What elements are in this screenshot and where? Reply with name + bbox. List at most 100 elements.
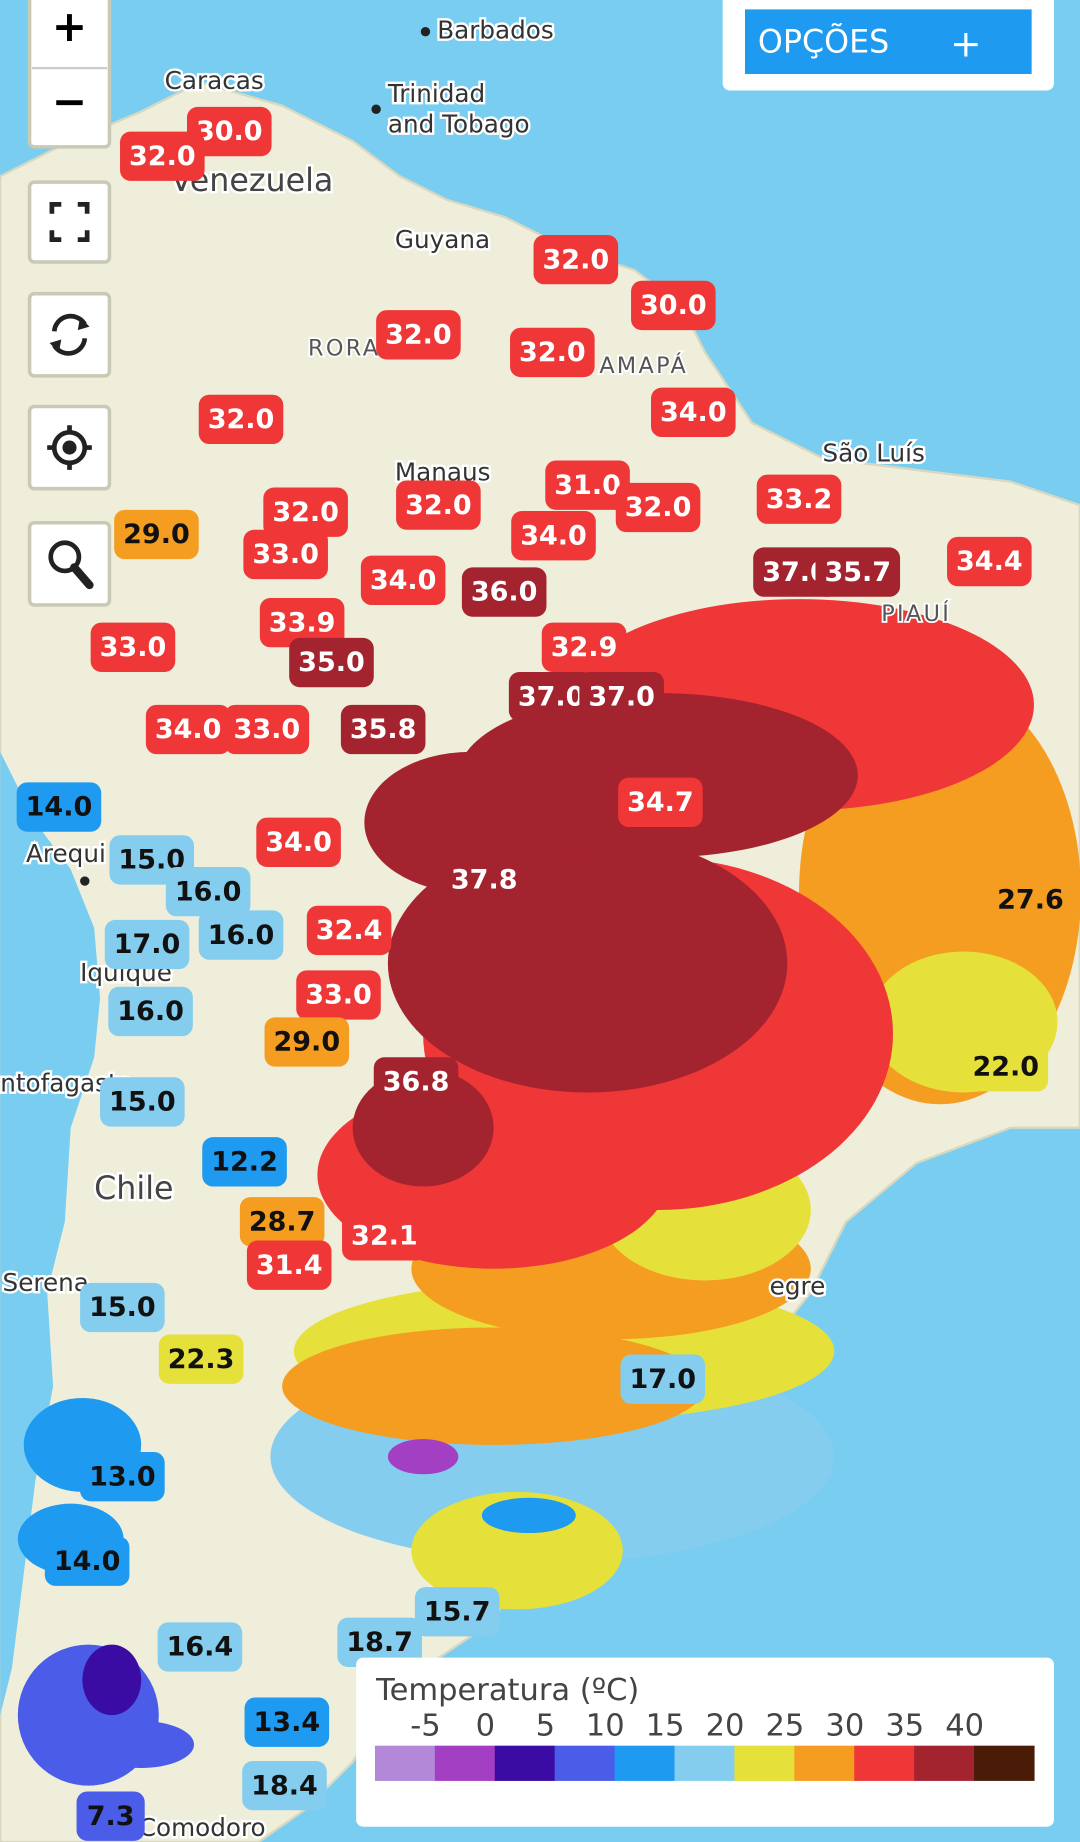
temperature-marker bbox=[545, 460, 630, 510]
temperature-label: 33.9 bbox=[269, 607, 336, 638]
legend-tick-label: 0 bbox=[476, 1708, 495, 1743]
legend-swatch bbox=[374, 1745, 436, 1781]
temperature-markers: 30.032.032.030.032.032.034.032.031.032.0… bbox=[16, 106, 1073, 1841]
temperature-marker bbox=[461, 567, 547, 617]
temperature-marker bbox=[76, 1791, 145, 1841]
place-label: Comodoro bbox=[139, 1813, 266, 1842]
legend-swatch bbox=[914, 1745, 975, 1781]
temperature-label: 16.0 bbox=[175, 876, 242, 907]
temperature-marker bbox=[360, 555, 446, 605]
temperature-label: 31.4 bbox=[256, 1250, 323, 1281]
search-button[interactable] bbox=[27, 520, 112, 607]
temperature-marker bbox=[441, 855, 527, 905]
temperature-marker bbox=[108, 986, 193, 1037]
temperature-label: 36.8 bbox=[383, 1067, 450, 1098]
temperature-marker bbox=[158, 1334, 244, 1384]
temperature-label: 32.0 bbox=[272, 497, 339, 528]
locate-button[interactable] bbox=[27, 404, 112, 491]
temperature-label: 22.3 bbox=[168, 1344, 235, 1375]
temperature-marker bbox=[306, 905, 392, 956]
temperature-marker bbox=[510, 327, 595, 378]
temperature-marker bbox=[239, 1197, 325, 1247]
temperature-marker bbox=[579, 671, 664, 722]
temperature-marker bbox=[90, 622, 176, 672]
temperature-label: 34.0 bbox=[370, 565, 437, 596]
temperature-marker bbox=[264, 1017, 350, 1067]
temperature-label: 15.7 bbox=[424, 1596, 491, 1627]
temperature-label: 35.8 bbox=[350, 714, 417, 745]
temperature-label: 32.9 bbox=[551, 632, 618, 663]
temperature-label: 28.7 bbox=[249, 1206, 316, 1237]
temperature-label: 15.0 bbox=[109, 1087, 176, 1118]
place-label: and Tobago bbox=[388, 110, 530, 139]
temperature-marker bbox=[259, 597, 345, 648]
temperature-label: 37.0 bbox=[588, 681, 655, 712]
place-label: Arequi bbox=[26, 839, 106, 868]
temperature-label: 34.7 bbox=[627, 787, 694, 818]
temperature-marker bbox=[244, 1697, 330, 1747]
zoom-in-button[interactable]: + bbox=[52, 2, 87, 51]
temperature-marker bbox=[246, 1240, 332, 1290]
legend-swatch bbox=[674, 1745, 736, 1781]
temperature-marker bbox=[631, 280, 716, 331]
options-button[interactable] bbox=[744, 9, 1032, 75]
temperature-marker bbox=[988, 875, 1073, 925]
temperature-label: 17.0 bbox=[114, 929, 181, 960]
legend-swatch bbox=[794, 1745, 855, 1781]
temperature-label: 13.0 bbox=[89, 1461, 156, 1492]
place-label: AMAPÁ bbox=[599, 351, 688, 379]
temperature-label: 34.4 bbox=[956, 546, 1023, 577]
options-button-label[interactable]: OPÇÕES bbox=[758, 22, 889, 60]
legend-panel bbox=[356, 1657, 1054, 1827]
temperature-marker bbox=[80, 1451, 165, 1502]
temperature-label: 35.7 bbox=[824, 557, 891, 588]
legend-swatch bbox=[554, 1745, 616, 1781]
temperature-marker bbox=[620, 1354, 706, 1404]
land-west-coast bbox=[0, 751, 101, 1716]
temperature-marker bbox=[511, 511, 596, 561]
fullscreen-button[interactable] bbox=[27, 180, 112, 264]
temperature-label: 32.0 bbox=[385, 319, 452, 350]
temperature-label: 16.0 bbox=[117, 996, 184, 1027]
temperature-marker bbox=[533, 234, 619, 285]
zoom-out-button[interactable]: − bbox=[52, 77, 87, 126]
temperature-marker bbox=[114, 509, 199, 560]
temperature-marker bbox=[186, 106, 272, 157]
temperature-label: 32.1 bbox=[351, 1221, 418, 1252]
temperature-marker bbox=[618, 777, 703, 828]
temperature-marker bbox=[263, 487, 348, 537]
temperature-marker bbox=[80, 1282, 165, 1333]
temperature-label: 32.0 bbox=[405, 490, 472, 521]
temperature-marker bbox=[165, 866, 251, 917]
temperature-label: 30.0 bbox=[640, 290, 707, 321]
temperature-label: 17.0 bbox=[629, 1364, 696, 1395]
map-controls: + − bbox=[27, 0, 112, 607]
legend-tick-label: 15 bbox=[646, 1708, 685, 1743]
temperature-label: 33.0 bbox=[305, 980, 372, 1011]
refresh-button[interactable] bbox=[27, 291, 112, 378]
temperature-label: 12.2 bbox=[211, 1146, 278, 1177]
legend-tick-label: 40 bbox=[945, 1708, 984, 1743]
temperature-label: 7.3 bbox=[87, 1801, 135, 1832]
temperature-label: 14.0 bbox=[26, 792, 93, 823]
place-label: PIAUÍ bbox=[881, 599, 951, 627]
options-button-icon[interactable]: + bbox=[950, 21, 982, 65]
temperature-label: 37.8 bbox=[451, 865, 518, 896]
legend-tick-label: 10 bbox=[586, 1708, 625, 1743]
temperature-label: 14.0 bbox=[54, 1546, 121, 1577]
temperature-label: 13.4 bbox=[254, 1707, 321, 1738]
temperature-marker bbox=[120, 131, 205, 181]
place-label: Guyana bbox=[395, 225, 490, 254]
legend-swatch bbox=[734, 1745, 795, 1781]
temperature-label: 37.0 bbox=[518, 681, 585, 712]
temperature-marker bbox=[157, 1622, 243, 1672]
temperature-marker bbox=[44, 1536, 130, 1586]
temperature-label: 33.0 bbox=[100, 632, 167, 663]
temperature-label: 30.0 bbox=[196, 116, 263, 147]
temperature-marker bbox=[202, 1137, 287, 1187]
temperature-label: 18.7 bbox=[346, 1627, 413, 1658]
legend-swatch bbox=[854, 1745, 915, 1781]
place-label: Barbados bbox=[437, 16, 554, 45]
temperature-marker bbox=[224, 704, 310, 755]
